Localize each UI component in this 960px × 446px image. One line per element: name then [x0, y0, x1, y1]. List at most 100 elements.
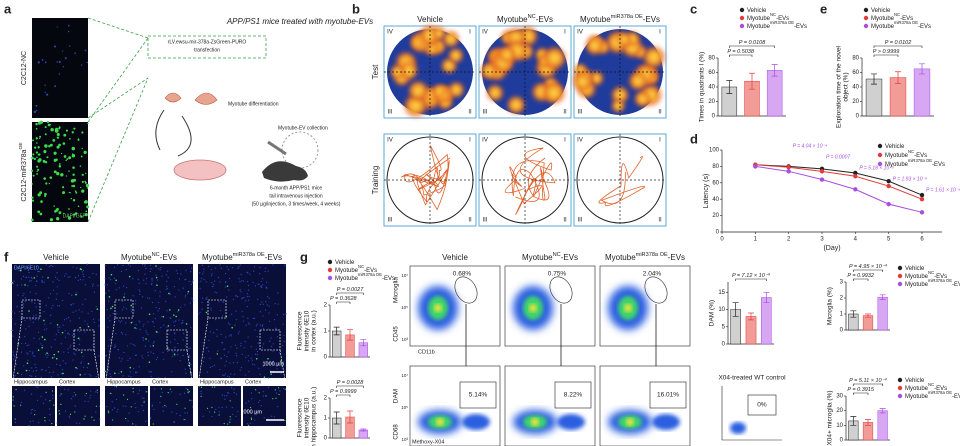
plaque — [224, 395, 226, 397]
plaque — [142, 409, 145, 412]
nucleus — [227, 322, 229, 324]
nucleus — [190, 271, 192, 273]
nucleus — [160, 266, 162, 269]
nucleus — [105, 292, 107, 294]
nucleus — [262, 343, 265, 345]
plaque — [200, 390, 202, 392]
plaque — [69, 413, 72, 415]
nucleus — [185, 278, 187, 281]
plaque — [263, 376, 266, 378]
nucleus — [149, 345, 151, 347]
plaque — [250, 418, 253, 420]
nucleus — [248, 323, 250, 325]
cell — [77, 205, 80, 208]
plaque — [87, 325, 90, 328]
nucleus — [229, 277, 231, 280]
nucleus — [20, 373, 23, 376]
plaque — [132, 391, 134, 393]
nucleus — [113, 277, 116, 279]
cell — [75, 191, 78, 194]
plaque — [249, 406, 252, 409]
nucleus — [191, 267, 193, 269]
plaque — [155, 331, 158, 333]
heat-blob — [584, 34, 606, 57]
label-part: Myotube — [747, 16, 771, 22]
plaque — [162, 410, 164, 412]
plaque — [275, 392, 278, 394]
p-value: P = 0.5038 — [727, 49, 754, 55]
mouse — [262, 161, 308, 182]
error-bar — [749, 72, 755, 90]
plaque — [109, 392, 111, 394]
nucleus — [266, 304, 268, 306]
density — [434, 304, 442, 312]
nucleus — [125, 268, 127, 271]
zoom-image — [198, 386, 241, 426]
nucleus — [69, 346, 71, 348]
cell — [72, 166, 75, 169]
nucleus — [178, 289, 180, 291]
bar — [761, 297, 772, 345]
nucleus — [214, 267, 216, 269]
density — [557, 414, 585, 430]
nucleus — [209, 331, 211, 333]
plaque — [90, 390, 92, 392]
row-label: Training — [371, 166, 380, 195]
nucleus — [268, 305, 270, 307]
nucleus — [252, 281, 254, 283]
nucleus — [135, 372, 137, 374]
cell — [84, 181, 87, 184]
plaque — [155, 265, 157, 267]
plaque — [31, 409, 33, 411]
nucleus — [230, 313, 233, 315]
nucleus — [210, 274, 213, 277]
cell — [84, 213, 88, 217]
nucleus — [272, 264, 274, 266]
plaque — [60, 393, 62, 395]
nucleus — [267, 377, 270, 379]
plaque — [283, 388, 285, 390]
plaque — [48, 419, 50, 421]
nucleus — [257, 283, 259, 285]
nucleus — [38, 270, 40, 273]
legend-label: Vehicle — [871, 8, 891, 14]
label-part: Vehicle — [442, 253, 468, 262]
plaque — [184, 412, 186, 414]
stain-label: DAPI/6E10 — [14, 265, 39, 271]
swim-path — [400, 145, 451, 211]
plaque — [249, 422, 251, 424]
label-part: NC — [553, 252, 561, 258]
nucleus — [108, 290, 110, 292]
plaque — [44, 416, 46, 419]
cell — [58, 143, 61, 147]
bar — [766, 70, 783, 117]
plaque — [214, 411, 216, 413]
cell — [46, 156, 49, 159]
plaque — [46, 352, 48, 355]
nucleus — [113, 346, 116, 348]
cell — [64, 57, 67, 60]
label-part: -EVs — [918, 24, 931, 30]
density — [652, 414, 680, 430]
plaque — [137, 393, 139, 395]
nucleus — [256, 353, 258, 356]
label: (50 µg/injection, 3 times/week, 4 weeks) — [252, 201, 341, 207]
cell — [50, 128, 54, 132]
tick-label: 80 — [712, 164, 719, 170]
quadrant-label: II — [658, 218, 662, 224]
plaque — [221, 406, 223, 409]
nucleus — [275, 327, 277, 329]
legend-dot — [739, 7, 745, 13]
plaque — [117, 408, 119, 411]
tick-label: 10⁵ — [401, 305, 408, 310]
plaque — [216, 353, 219, 355]
plaque — [191, 406, 194, 408]
cell — [58, 127, 61, 130]
plaque — [13, 405, 15, 407]
plaque — [134, 327, 136, 329]
nucleus — [32, 321, 34, 323]
region-label: Cortex — [245, 379, 261, 385]
plaque — [90, 394, 92, 396]
cell — [44, 61, 47, 64]
nucleus — [226, 356, 228, 358]
